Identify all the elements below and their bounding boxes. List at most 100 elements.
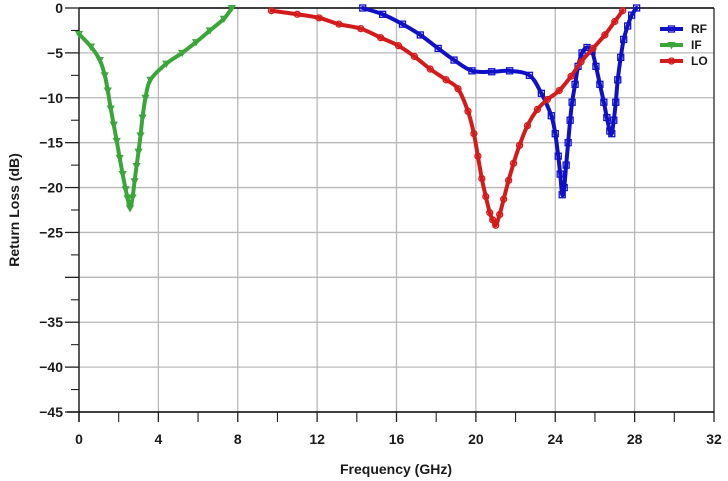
x-tick-label: 8	[234, 431, 242, 447]
legend-item-lo: LO	[660, 54, 708, 68]
y-tick-label: −5	[47, 45, 63, 61]
triangle-marker	[205, 27, 215, 35]
square-marker	[537, 89, 546, 97]
triangle-marker	[134, 148, 143, 156]
circle-marker	[555, 86, 563, 95]
triangle-marker	[121, 186, 130, 194]
triangle-marker	[132, 162, 141, 171]
circle-marker	[482, 192, 490, 201]
y-tick-label: −40	[39, 359, 63, 375]
circle-marker	[567, 72, 575, 80]
x-tick-label: 24	[547, 431, 563, 447]
y-axis-title: Return Loss (dB)	[6, 153, 22, 267]
square-marker	[450, 56, 458, 64]
circle-marker	[357, 24, 365, 33]
circle-marker	[267, 7, 276, 15]
square-marker	[596, 80, 604, 88]
square-marker	[592, 62, 600, 71]
square-marker	[505, 67, 514, 75]
triangle-marker	[74, 30, 84, 39]
square-marker	[610, 116, 618, 124]
circle-marker	[611, 17, 619, 26]
x-tick-label: 12	[309, 431, 325, 447]
square-marker	[551, 130, 559, 138]
circle-marker	[589, 44, 597, 53]
triangle-marker	[100, 72, 109, 80]
square-marker	[667, 25, 676, 33]
circle-marker	[315, 14, 323, 22]
circle-marker	[543, 95, 551, 104]
square-marker	[359, 4, 367, 12]
triangle-marker	[118, 171, 127, 179]
series-lo	[267, 7, 627, 229]
circle-marker	[667, 57, 676, 65]
square-marker	[547, 112, 555, 120]
x-axis-title: Frequency (GHz)	[340, 461, 452, 477]
triangle-marker	[141, 94, 150, 103]
triangle-marker	[95, 57, 104, 65]
circle-marker	[442, 76, 450, 84]
triangle-marker	[123, 195, 132, 203]
circle-marker	[509, 159, 518, 167]
legend-item-rf: RF	[660, 22, 707, 36]
triangle-marker	[136, 132, 145, 140]
triangle-marker	[219, 15, 228, 24]
legend-item-if: IF	[660, 38, 702, 52]
series-rf	[359, 4, 641, 199]
series-line-rf	[360, 6, 639, 198]
legend: RF IF LO	[660, 22, 708, 68]
square-marker	[558, 191, 566, 199]
square-marker	[468, 67, 476, 75]
circle-marker	[489, 216, 497, 224]
square-marker	[620, 35, 628, 44]
square-marker	[632, 4, 641, 12]
circle-marker	[474, 152, 482, 160]
x-tick-label: 16	[389, 431, 405, 447]
x-tick-label: 0	[75, 431, 83, 447]
y-tick-label: −35	[39, 314, 63, 330]
circle-marker	[335, 20, 343, 28]
series-if	[74, 4, 236, 213]
circle-marker	[619, 7, 627, 15]
grid-lines	[79, 8, 715, 412]
triangle-marker	[106, 105, 115, 113]
triangle-marker	[109, 121, 118, 130]
circle-marker	[426, 65, 434, 73]
x-tick-label: 28	[627, 431, 643, 447]
square-marker	[624, 22, 632, 30]
circle-marker	[478, 174, 486, 183]
y-tick-label: −10	[39, 90, 63, 106]
triangle-marker	[146, 76, 155, 85]
square-marker	[378, 10, 387, 18]
circle-marker	[376, 33, 385, 42]
y-tick-label: −45	[39, 404, 63, 420]
square-marker	[571, 80, 579, 88]
square-marker	[600, 98, 608, 106]
square-marker	[612, 98, 620, 106]
x-tick-label: 32	[706, 431, 722, 447]
square-marker	[564, 139, 572, 147]
circle-marker	[496, 210, 504, 219]
y-tick-label: −25	[39, 224, 63, 240]
square-marker	[525, 71, 534, 79]
data-series	[74, 4, 641, 229]
y-tick-label: −20	[39, 180, 63, 196]
circle-marker	[492, 221, 500, 229]
circle-marker	[454, 85, 462, 93]
triangle-marker	[103, 87, 112, 95]
triangle-marker	[162, 60, 171, 69]
x-tick-label: 20	[468, 431, 484, 447]
circle-marker	[394, 42, 403, 50]
circle-marker	[470, 130, 478, 138]
square-marker	[617, 53, 625, 62]
x-tick-label: 4	[154, 431, 162, 447]
square-marker	[562, 161, 570, 169]
y-tick-label: 0	[55, 0, 63, 16]
triangle-marker	[115, 154, 124, 163]
legend-label: IF	[691, 38, 702, 52]
triangle-marker	[125, 205, 135, 213]
circle-marker	[410, 52, 419, 61]
triangle-marker	[138, 114, 147, 122]
circle-marker	[533, 105, 542, 114]
square-marker	[566, 116, 574, 124]
